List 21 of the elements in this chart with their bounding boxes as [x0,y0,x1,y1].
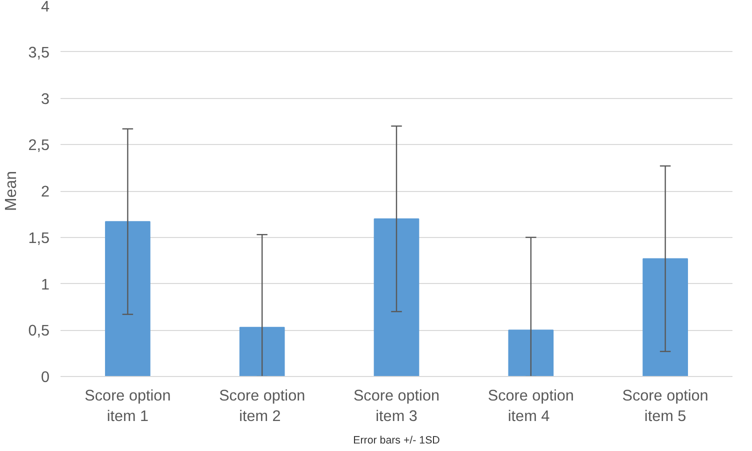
x-tick-label: Score option item 3 [353,388,440,425]
y-tick-label: 1 [40,276,50,294]
y-tick-label: 3 [40,90,50,108]
y-tick-label: 2 [40,184,50,200]
y-tick-label: 4 [40,0,50,16]
y-tick-label: 3,5 [28,44,50,62]
text: Error bars +/- 1SD [353,434,440,446]
bar [105,221,150,376]
x-tick-label: Score option item 5 [622,388,708,425]
x-tick-label: Score option item 4 [488,388,574,425]
bar [239,326,285,376]
bar [642,258,688,376]
x-tick-label: Score option item 2 [219,388,306,425]
y-tick-label: 0 [40,369,50,386]
y-tick-label: 2,5 [28,137,50,154]
y-axis-title: Mean [3,170,20,212]
bar [374,218,420,376]
bar [508,330,554,376]
x-tick-label: Score option item 1 [84,388,171,425]
y-tick-label: 1,5 [28,230,50,247]
y-tick-label: 0,5 [28,322,50,340]
